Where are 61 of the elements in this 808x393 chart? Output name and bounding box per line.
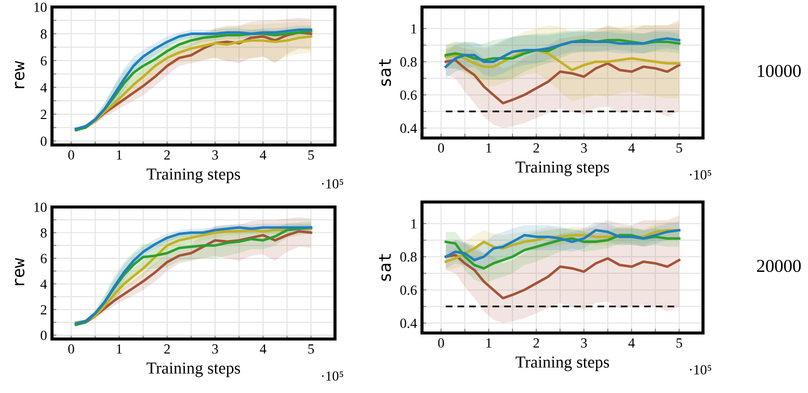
x-tick-label: 0 [68,344,74,354]
x-tick-label: 5 [676,143,682,153]
x-tick-label: 3 [581,143,587,153]
y-tick-label: 10 [34,202,47,212]
x-tick-label: 5 [308,150,314,160]
y-tick-label: 6 [40,254,47,264]
x-tick-label: 0 [68,150,74,160]
y-tick-label: 6 [40,56,47,66]
y-tick-label: 2 [40,110,46,120]
text: ·10⁵ [690,365,712,374]
x-axis-title: Training steps [146,362,240,378]
x-tick-label: 4 [628,143,635,152]
y-tick-label: 0.8 [400,57,417,67]
line-series [444,58,680,104]
x-tick-label: 2 [533,143,540,152]
y-tick-label: 0.4 [400,318,417,328]
y-axis-title: sat [379,254,391,281]
x-axis-title: Training steps [516,161,610,176]
x-axis-title: Training steps [146,168,240,184]
x-tick-label: 3 [212,344,218,354]
text: ·10⁵ [322,179,344,188]
y-tick-label: 0.6 [400,90,417,100]
y-tick-label: 10 [34,2,47,12]
x-tick-label: 1 [486,338,492,348]
y-tick-label: 4 [40,83,47,92]
y-tick-label: 0.6 [400,285,417,295]
x-tick-label: 2 [533,338,540,348]
x-tick-label: 3 [212,150,218,160]
y-tick-label: 4 [40,280,47,289]
line-series [444,37,680,68]
x-tick-label: 4 [628,338,635,348]
x-tick-label: 4 [260,344,266,354]
y-axis-title: sat [379,59,391,86]
line-series [444,254,680,300]
y-axis-title: rew [14,258,24,286]
y-tick-label: 0.8 [400,252,417,262]
y-tick-label: 0.4 [400,124,417,134]
text: ·10⁵ [690,170,712,180]
x-tick-label: 4 [260,150,266,160]
y-tick-label: 0 [40,136,47,146]
y-tick-label: 8 [40,29,47,39]
x-tick-label: 5 [676,338,682,348]
text: ·10⁵ [322,371,344,381]
x-tick-label: 1 [116,150,122,160]
y-tick-label: 1 [411,24,416,34]
x-tick-label: 1 [116,344,122,354]
y-tick-label: 0 [40,330,47,340]
x-tick-label: 0 [438,143,444,153]
y-tick-label: 8 [40,228,47,238]
y-axis-title: rew [14,60,24,88]
y-tick-label: 2 [40,305,46,314]
y-tick-label: 1 [411,219,416,228]
x-axis-title: Training steps [516,356,610,372]
x-tick-label: 0 [438,338,444,348]
x-tick-label: 5 [308,344,314,354]
text: 10000 [758,64,801,78]
text: 20000 [757,260,801,272]
x-tick-label: 1 [486,143,492,152]
x-tick-label: 2 [164,344,170,354]
x-tick-label: 2 [164,150,170,160]
x-tick-label: 3 [581,338,587,348]
